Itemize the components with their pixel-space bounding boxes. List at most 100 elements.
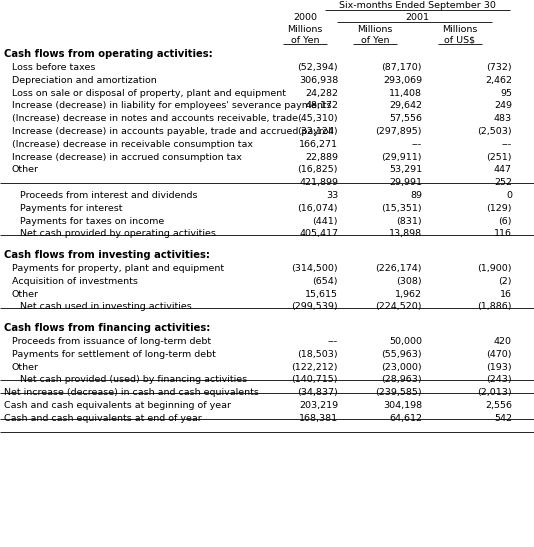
Text: (Increase) decrease in receivable consumption tax: (Increase) decrease in receivable consum… bbox=[12, 140, 253, 149]
Text: 249: 249 bbox=[494, 102, 512, 110]
Text: 29,642: 29,642 bbox=[389, 102, 422, 110]
Text: Loss before taxes: Loss before taxes bbox=[12, 63, 96, 72]
Text: Payments for property, plant and equipment: Payments for property, plant and equipme… bbox=[12, 264, 224, 273]
Text: 421,899: 421,899 bbox=[299, 178, 338, 187]
Text: (193): (193) bbox=[486, 363, 512, 371]
Text: (1,900): (1,900) bbox=[477, 264, 512, 273]
Text: Net cash used in investing activities: Net cash used in investing activities bbox=[20, 302, 192, 311]
Text: 53,291: 53,291 bbox=[389, 166, 422, 174]
Text: (251): (251) bbox=[486, 153, 512, 162]
Text: (2,013): (2,013) bbox=[477, 388, 512, 397]
Text: of US$: of US$ bbox=[444, 36, 476, 44]
Text: Cash flows from operating activities:: Cash flows from operating activities: bbox=[4, 49, 213, 59]
Text: (470): (470) bbox=[486, 350, 512, 359]
Text: (45,310): (45,310) bbox=[297, 114, 338, 123]
Text: 64,612: 64,612 bbox=[389, 414, 422, 423]
Text: 293,069: 293,069 bbox=[383, 76, 422, 85]
Text: 89: 89 bbox=[410, 191, 422, 200]
Text: (29,911): (29,911) bbox=[381, 153, 422, 162]
Text: (314,500): (314,500) bbox=[292, 264, 338, 273]
Text: Loss on sale or disposal of property, plant and equipment: Loss on sale or disposal of property, pl… bbox=[12, 89, 286, 98]
Text: 95: 95 bbox=[500, 89, 512, 98]
Text: 447: 447 bbox=[494, 166, 512, 174]
Text: (28,963): (28,963) bbox=[381, 375, 422, 385]
Text: Other: Other bbox=[12, 290, 39, 299]
Text: Cash flows from financing activities:: Cash flows from financing activities: bbox=[4, 323, 210, 333]
Text: 11,408: 11,408 bbox=[389, 89, 422, 98]
Text: 48,172: 48,172 bbox=[305, 102, 338, 110]
Text: (18,503): (18,503) bbox=[297, 350, 338, 359]
Text: ---: --- bbox=[502, 140, 512, 149]
Text: (831): (831) bbox=[396, 217, 422, 226]
Text: (16,074): (16,074) bbox=[297, 204, 338, 213]
Text: (297,895): (297,895) bbox=[375, 127, 422, 136]
Text: (226,174): (226,174) bbox=[375, 264, 422, 273]
Text: (6): (6) bbox=[499, 217, 512, 226]
Text: (23,000): (23,000) bbox=[381, 363, 422, 371]
Text: Payments for interest: Payments for interest bbox=[20, 204, 122, 213]
Text: 168,381: 168,381 bbox=[299, 414, 338, 423]
Text: (654): (654) bbox=[312, 277, 338, 286]
Text: Cash flows from investing activities:: Cash flows from investing activities: bbox=[4, 250, 210, 260]
Text: (1,886): (1,886) bbox=[477, 302, 512, 311]
Text: (129): (129) bbox=[486, 204, 512, 213]
Text: Cash and cash equivalents at end of year: Cash and cash equivalents at end of year bbox=[4, 414, 202, 423]
Text: Acquisition of investments: Acquisition of investments bbox=[12, 277, 138, 286]
Text: Depreciation and amortization: Depreciation and amortization bbox=[12, 76, 157, 85]
Text: (87,170): (87,170) bbox=[381, 63, 422, 72]
Text: Increase (decrease) in accrued consumption tax: Increase (decrease) in accrued consumpti… bbox=[12, 153, 242, 162]
Text: 13,898: 13,898 bbox=[389, 230, 422, 238]
Text: 50,000: 50,000 bbox=[389, 337, 422, 346]
Text: 405,417: 405,417 bbox=[299, 230, 338, 238]
Text: 166,271: 166,271 bbox=[299, 140, 338, 149]
Text: 57,556: 57,556 bbox=[389, 114, 422, 123]
Text: (Increase) decrease in notes and accounts receivable, trade: (Increase) decrease in notes and account… bbox=[12, 114, 298, 123]
Text: (2,503): (2,503) bbox=[477, 127, 512, 136]
Text: Net cash provided (used) by financing activities: Net cash provided (used) by financing ac… bbox=[20, 375, 247, 385]
Text: (34,837): (34,837) bbox=[297, 388, 338, 397]
Text: 306,938: 306,938 bbox=[299, 76, 338, 85]
Text: (308): (308) bbox=[396, 277, 422, 286]
Text: Proceeds from issuance of long-term debt: Proceeds from issuance of long-term debt bbox=[12, 337, 211, 346]
Text: 2001: 2001 bbox=[405, 13, 429, 22]
Text: Millions: Millions bbox=[287, 25, 323, 34]
Text: Payments for settlement of long-term debt: Payments for settlement of long-term deb… bbox=[12, 350, 216, 359]
Text: (2): (2) bbox=[499, 277, 512, 286]
Text: Other: Other bbox=[12, 166, 39, 174]
Text: 33: 33 bbox=[326, 191, 338, 200]
Text: 2000: 2000 bbox=[293, 13, 317, 22]
Text: Millions: Millions bbox=[357, 25, 392, 34]
Text: (55,963): (55,963) bbox=[381, 350, 422, 359]
Text: 542: 542 bbox=[494, 414, 512, 423]
Text: (16,825): (16,825) bbox=[297, 166, 338, 174]
Text: 2,556: 2,556 bbox=[485, 401, 512, 410]
Text: 29,991: 29,991 bbox=[389, 178, 422, 187]
Text: (15,351): (15,351) bbox=[381, 204, 422, 213]
Text: (224,520): (224,520) bbox=[375, 302, 422, 311]
Text: 203,219: 203,219 bbox=[299, 401, 338, 410]
Text: 1,962: 1,962 bbox=[395, 290, 422, 299]
Text: 16: 16 bbox=[500, 290, 512, 299]
Text: (441): (441) bbox=[312, 217, 338, 226]
Text: (140,715): (140,715) bbox=[292, 375, 338, 385]
Text: 116: 116 bbox=[494, 230, 512, 238]
Text: of Yen: of Yen bbox=[290, 36, 319, 44]
Text: Net increase (decrease) in cash and cash equivalents: Net increase (decrease) in cash and cash… bbox=[4, 388, 259, 397]
Text: (299,539): (299,539) bbox=[292, 302, 338, 311]
Text: Increase (decrease) in liability for employees' severance payments: Increase (decrease) in liability for emp… bbox=[12, 102, 332, 110]
Text: (52,394): (52,394) bbox=[297, 63, 338, 72]
Text: Proceeds from interest and dividends: Proceeds from interest and dividends bbox=[20, 191, 198, 200]
Text: Net cash provided by operating activities: Net cash provided by operating activitie… bbox=[20, 230, 216, 238]
Text: 2,462: 2,462 bbox=[485, 76, 512, 85]
Text: Millions: Millions bbox=[442, 25, 478, 34]
Text: 15,615: 15,615 bbox=[305, 290, 338, 299]
Text: Increase (decrease) in accounts payable, trade and accrued payroll: Increase (decrease) in accounts payable,… bbox=[12, 127, 334, 136]
Text: 24,282: 24,282 bbox=[305, 89, 338, 98]
Text: 0: 0 bbox=[506, 191, 512, 200]
Text: ---: --- bbox=[328, 337, 338, 346]
Text: ---: --- bbox=[412, 140, 422, 149]
Text: 22,889: 22,889 bbox=[305, 153, 338, 162]
Text: Cash and cash equivalents at beginning of year: Cash and cash equivalents at beginning o… bbox=[4, 401, 231, 410]
Text: Payments for taxes on income: Payments for taxes on income bbox=[20, 217, 164, 226]
Text: 252: 252 bbox=[494, 178, 512, 187]
